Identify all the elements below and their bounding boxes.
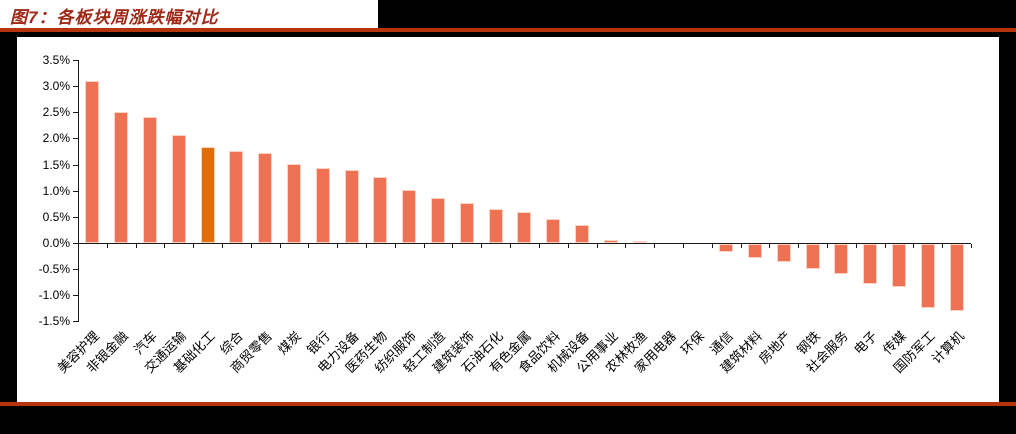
bar [315, 168, 330, 243]
x-axis-tick [538, 244, 540, 248]
y-axis-tick [73, 321, 78, 323]
x-axis-tick [625, 244, 627, 248]
x-axis-tick [682, 244, 684, 248]
bar [949, 244, 964, 312]
bar [776, 244, 791, 263]
y-axis-tick-label: 0.0% [42, 236, 70, 250]
x-axis-tick [567, 244, 569, 248]
bar [805, 244, 820, 270]
bar [85, 81, 100, 243]
bar [920, 244, 935, 309]
x-axis-line [78, 243, 971, 244]
x-axis-tick [510, 244, 512, 248]
bar [171, 134, 186, 243]
x-axis-tick [423, 244, 425, 248]
x-axis-tick [337, 244, 339, 248]
x-axis-tick [481, 244, 483, 248]
y-axis-tick-label: 1.5% [42, 157, 70, 172]
x-axis-tick [913, 244, 915, 248]
x-axis-tick [970, 244, 972, 248]
bar [114, 112, 129, 243]
bar [863, 244, 878, 285]
x-axis-tick [452, 244, 454, 248]
y-axis-tick [73, 190, 78, 192]
x-axis-tick [942, 244, 944, 248]
bar [459, 203, 474, 243]
y-axis-tick [73, 86, 78, 88]
y-axis-tick-label: 3.0% [42, 79, 70, 94]
x-axis-tick [106, 244, 108, 248]
y-axis-tick-label: -1.0% [38, 288, 70, 303]
y-axis-tick-label: -0.5% [38, 262, 70, 277]
bar [287, 164, 302, 243]
bar [575, 225, 590, 243]
y-axis-tick [73, 243, 78, 244]
x-axis-tick [740, 244, 742, 248]
figure-title-band: 图7：各板块周涨跌幅对比 [0, 0, 378, 28]
x-axis-tick [78, 244, 79, 248]
bar [719, 244, 734, 252]
x-axis-tick [798, 244, 800, 248]
y-axis-tick [73, 216, 78, 218]
y-axis-tick [73, 112, 78, 114]
bar [747, 244, 762, 259]
y-axis-tick-label: 2.5% [42, 105, 70, 120]
bar [344, 170, 359, 243]
x-axis-tick [884, 244, 886, 248]
bar [546, 218, 561, 243]
x-axis-tick [366, 244, 368, 248]
y-axis-tick-label: 0.5% [42, 209, 70, 224]
y-axis-tick [73, 59, 78, 61]
x-axis-tick [826, 244, 828, 248]
y-axis-tick-label: 1.0% [42, 183, 70, 198]
x-axis-tick [164, 244, 166, 248]
bar [632, 241, 647, 244]
x-axis-tick [193, 244, 195, 248]
y-axis-tick-label: -1.5% [38, 314, 70, 329]
bar [488, 209, 503, 243]
y-axis-tick [73, 269, 78, 271]
x-axis-tick [394, 244, 396, 248]
y-axis-tick [73, 164, 78, 166]
y-axis-tick-label: 3.5% [42, 52, 70, 67]
title-underline-rule [0, 28, 1016, 32]
x-axis-tick [308, 244, 310, 248]
figure-title: 图7：各板块周涨跌幅对比 [10, 8, 219, 27]
x-axis-tick [711, 244, 713, 248]
x-axis-tick [279, 244, 281, 248]
y-axis-tick [73, 295, 78, 297]
x-axis-tick [135, 244, 137, 248]
x-axis-tick [596, 244, 598, 248]
x-axis-tick [654, 244, 656, 248]
footer-rule [0, 402, 1016, 406]
y-axis-line [78, 60, 79, 322]
bar [143, 116, 157, 243]
bar [258, 152, 273, 243]
bar [517, 212, 532, 243]
x-axis-tick [222, 244, 224, 248]
bar [891, 244, 906, 287]
bar [373, 176, 388, 243]
bar [431, 198, 446, 243]
x-axis-tick [769, 244, 771, 248]
y-axis-tick [73, 138, 78, 140]
x-axis-tick [855, 244, 857, 248]
bar [834, 244, 849, 274]
bar [402, 190, 417, 243]
bar [229, 151, 244, 243]
x-axis-tick [250, 244, 252, 248]
bar-highlighted [200, 147, 215, 243]
bar-chart-plot-area: 3.5% 3.0% 2.5% 2.0% 1.5% 1.0% 0.5% 0.0% -0.5% -1.… [17, 37, 999, 402]
bar [603, 239, 618, 243]
y-axis-tick-label: 2.0% [42, 131, 70, 146]
